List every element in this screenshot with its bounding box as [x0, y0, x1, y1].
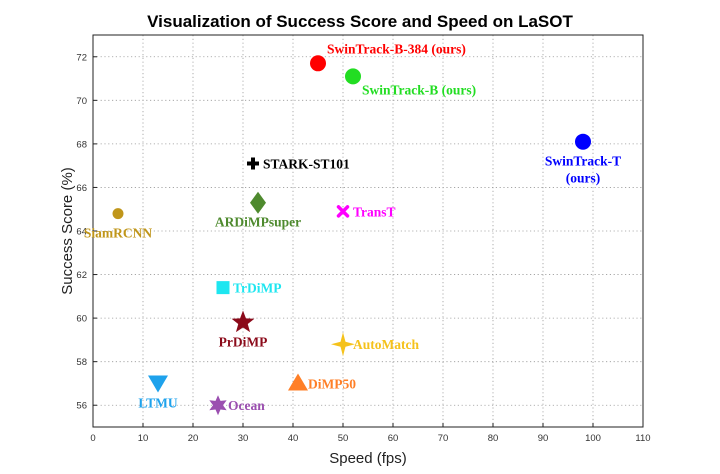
data-point-marker	[216, 281, 230, 295]
data-point-label: SwinTrack-B-384 (ours)	[327, 41, 466, 56]
x-tick-label: 50	[338, 433, 349, 444]
data-point-label: STARK-ST101	[263, 156, 350, 171]
y-tick-label: 68	[76, 139, 87, 150]
data-point: SwinTrack-B-384 (ours)	[310, 41, 466, 72]
x-axis-label: Speed (fps)	[329, 450, 407, 467]
y-tick-label: 66	[76, 183, 87, 194]
data-point-label: SwinTrack-B (ours)	[362, 82, 476, 97]
x-tick-label: 10	[138, 433, 149, 444]
y-axis-label: Success Score (%)	[59, 167, 76, 295]
data-point-label-line2: (ours)	[566, 171, 601, 186]
data-point-label: Ocean	[228, 398, 265, 413]
data-point-marker	[231, 310, 255, 333]
data-point-label: DiMP50	[308, 376, 356, 391]
data-point: TrDiMP	[216, 281, 281, 296]
data-point-label: TrDiMP	[233, 281, 281, 296]
data-point-label: LTMU	[138, 395, 178, 410]
y-tick-label: 70	[76, 96, 87, 107]
x-tick-label: 70	[438, 433, 449, 444]
data-point: SwinTrack-T (ours)	[545, 133, 621, 186]
x-tick-label: 90	[538, 433, 549, 444]
data-point-label: SwinTrack-T	[545, 154, 621, 169]
y-tick-label: 64	[76, 227, 87, 238]
axis-ticks: 0 10 20 30 40 50 60 70 80 90 100 110 56 58 60 62 64 66 68 7…	[76, 52, 650, 444]
x-tick-label: 0	[90, 433, 95, 444]
data-point: SwinTrack-B (ours)	[345, 68, 476, 97]
data-point: PrDiMP	[219, 310, 268, 349]
data-point: LTMU	[138, 375, 178, 410]
data-point: TransT	[336, 204, 396, 219]
data-point-marker	[336, 205, 350, 218]
data-point: Ocean	[209, 395, 265, 416]
y-tick-label: 60	[76, 314, 87, 325]
data-points: SwinTrack-B-384 (ours) SwinTrack-B (ours)…	[84, 41, 621, 416]
data-point-marker	[310, 55, 326, 72]
data-point: SiamRCNN	[84, 208, 153, 241]
x-tick-label: 60	[388, 433, 399, 444]
grid	[93, 35, 643, 427]
data-point-marker	[247, 157, 259, 170]
x-tick-label: 100	[585, 433, 601, 444]
data-point-marker	[345, 68, 361, 85]
data-point: ARDiMPsuper	[215, 191, 301, 230]
data-point: DiMP50	[288, 373, 356, 391]
y-tick-label: 62	[76, 270, 87, 281]
data-point-marker	[250, 191, 266, 214]
data-point: STARK-ST101	[247, 156, 350, 171]
x-tick-label: 40	[288, 433, 299, 444]
data-point-label: TransT	[353, 204, 396, 219]
data-point-marker	[575, 133, 591, 150]
chart-title: Visualization of Success Score and Speed…	[147, 12, 573, 31]
data-point-marker	[288, 373, 308, 391]
y-tick-label: 72	[76, 52, 87, 63]
x-tick-label: 110	[635, 433, 650, 444]
data-point-marker	[209, 395, 227, 416]
y-tick-label: 56	[76, 401, 87, 412]
data-point-label: AutoMatch	[353, 337, 419, 352]
data-point-label: PrDiMP	[219, 334, 268, 349]
y-tick-label: 58	[76, 357, 87, 368]
x-tick-label: 20	[188, 433, 199, 444]
data-point-marker	[148, 375, 168, 393]
data-point-marker	[112, 208, 124, 220]
x-tick-label: 30	[238, 433, 249, 444]
x-tick-label: 80	[488, 433, 499, 444]
data-point-marker	[331, 332, 355, 357]
data-point-label: SiamRCNN	[84, 226, 153, 241]
data-point: AutoMatch	[331, 332, 419, 357]
data-point-label: ARDiMPsuper	[215, 215, 301, 230]
